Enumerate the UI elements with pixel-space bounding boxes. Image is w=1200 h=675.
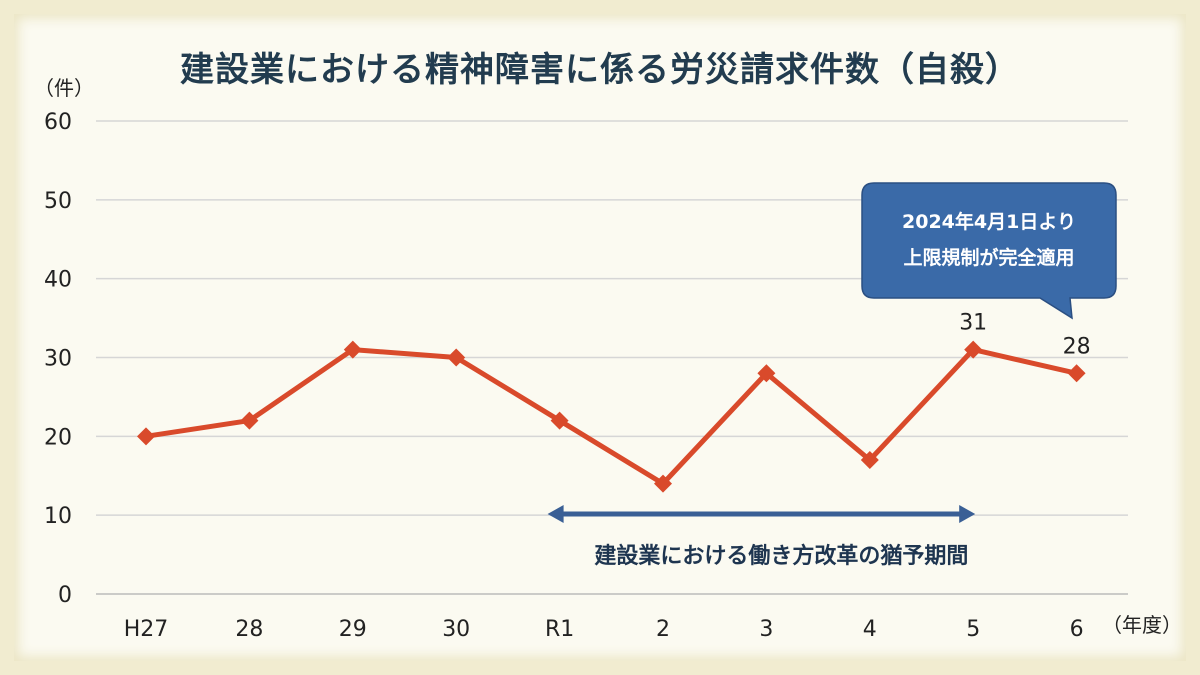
y-axis-ticks: 0 10 20 30 40 50 60 <box>44 110 72 608</box>
y-tick-label: 30 <box>44 347 72 372</box>
data-point-marker <box>757 364 776 383</box>
x-tick-label: 29 <box>339 617 367 642</box>
x-tick-label: R1 <box>545 617 574 642</box>
data-point-marker <box>137 427 155 446</box>
y-axis-unit: （件） <box>34 76 94 100</box>
data-point-marker <box>550 411 569 430</box>
x-axis-unit: （年度） <box>1102 613 1182 637</box>
data-point-marker <box>860 450 879 469</box>
data-label: 28 <box>1063 334 1091 359</box>
y-tick-label: 20 <box>44 425 72 450</box>
data-point-marker <box>447 348 466 367</box>
y-tick-label: 10 <box>44 504 72 529</box>
x-tick-label: 2 <box>656 617 670 642</box>
y-tick-label: 0 <box>58 583 72 608</box>
period-arrow-left-head <box>547 505 564 523</box>
callout-text-line: 上限規制が完全適用 <box>903 246 1074 269</box>
x-axis-ticks: H27 28 29 30 R1 2 3 4 5 6 <box>124 617 1084 642</box>
x-tick-label: 28 <box>235 617 263 642</box>
series-path <box>145 347 1078 487</box>
x-tick-label: H27 <box>124 617 169 642</box>
data-labels: 31 28 <box>959 311 1090 360</box>
x-tick-label: 30 <box>442 617 470 642</box>
series-line <box>137 340 1086 493</box>
chart-frame <box>14 14 1186 661</box>
data-point-marker <box>964 340 983 359</box>
period-annotation: 建設業における働き方改革の猶予期間 <box>547 505 976 569</box>
x-tick-label: 3 <box>759 617 773 642</box>
x-tick-label: 6 <box>1070 617 1084 642</box>
data-point-marker <box>343 340 362 359</box>
callout-text-line: 2024年4月1日より <box>902 210 1076 233</box>
data-point-marker <box>1067 364 1086 383</box>
y-tick-label: 40 <box>44 268 72 293</box>
x-tick-label: 5 <box>966 617 980 642</box>
data-label: 31 <box>959 311 987 336</box>
callout-shape <box>861 182 1117 320</box>
x-tick-label: 4 <box>863 617 877 642</box>
data-point-marker <box>654 474 672 493</box>
chart-title: 建設業における精神障害に係る労災請求件数（自殺） <box>180 50 1020 90</box>
y-tick-label: 50 <box>44 189 72 214</box>
period-arrow-right-head <box>959 505 976 523</box>
data-point-marker <box>240 411 259 430</box>
y-tick-label: 60 <box>44 110 72 135</box>
period-label: 建設業における働き方改革の猶予期間 <box>594 543 968 569</box>
